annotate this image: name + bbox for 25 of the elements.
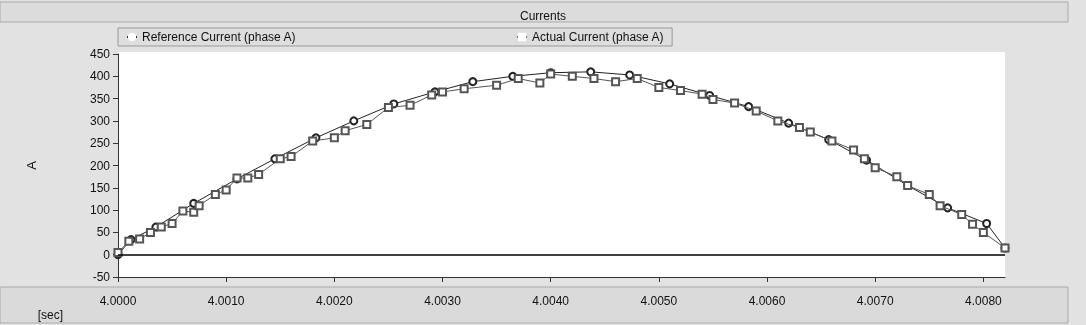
x-tick-label: 4.0050 bbox=[640, 294, 678, 308]
y-tick-label: 250 bbox=[89, 136, 111, 151]
legend-label: Actual Current (phase A) bbox=[532, 30, 664, 44]
y-tick-label: 100 bbox=[89, 203, 111, 218]
x-tick-label: 4.0020 bbox=[315, 294, 354, 308]
y-tick-label: 300 bbox=[89, 113, 111, 128]
y-tick-label: 50 bbox=[96, 225, 111, 240]
x-tick-label: 4.0060 bbox=[748, 294, 786, 308]
y-tick-label: 0 bbox=[103, 247, 111, 262]
y-tick-label: 200 bbox=[89, 158, 111, 173]
y-tick-label: 400 bbox=[89, 69, 111, 84]
y-axis-title: A bbox=[24, 160, 39, 170]
y-tick-label: 450 bbox=[89, 47, 111, 61]
x-axis-title: [sec] bbox=[37, 308, 63, 322]
x-tick-label: 4.0030 bbox=[424, 294, 462, 308]
y-tick-label: 150 bbox=[89, 180, 111, 195]
legend-label: Reference Current (phase A) bbox=[142, 30, 296, 44]
chart-title: Currents bbox=[519, 9, 567, 23]
y-tick-label: 350 bbox=[89, 91, 111, 106]
x-tick-label: 4.0000 bbox=[99, 294, 137, 308]
x-tick-label: 4.0040 bbox=[532, 294, 570, 308]
y-tick-label: -50 bbox=[92, 270, 111, 284]
x-tick-label: 4.0080 bbox=[965, 294, 1003, 308]
x-tick-label: 4.0010 bbox=[207, 294, 245, 308]
x-tick-label: 4.0070 bbox=[856, 294, 894, 308]
